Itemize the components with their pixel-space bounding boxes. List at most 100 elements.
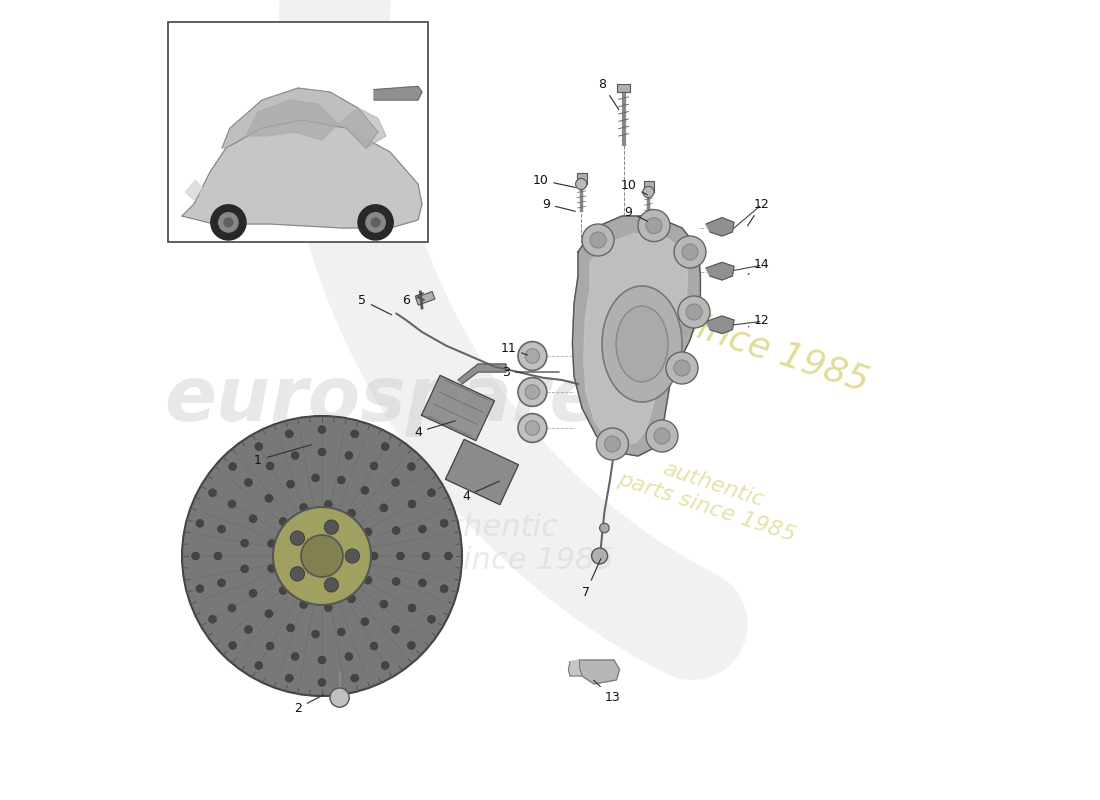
Circle shape [370, 462, 378, 470]
Circle shape [428, 615, 436, 623]
Text: 6: 6 [403, 293, 424, 306]
Text: eurospares: eurospares [165, 363, 648, 437]
Circle shape [191, 552, 199, 560]
Circle shape [318, 678, 326, 686]
Circle shape [392, 478, 399, 486]
Circle shape [348, 594, 355, 602]
Text: 10: 10 [620, 179, 648, 194]
Circle shape [592, 548, 607, 564]
Polygon shape [374, 86, 422, 100]
Circle shape [292, 451, 299, 459]
Text: 14: 14 [748, 258, 770, 274]
Circle shape [285, 430, 294, 438]
Circle shape [241, 565, 249, 573]
Circle shape [646, 420, 678, 452]
Polygon shape [182, 120, 422, 228]
Circle shape [318, 448, 326, 456]
Text: 2: 2 [294, 695, 323, 714]
Circle shape [358, 205, 393, 240]
Polygon shape [569, 660, 582, 676]
Text: 11: 11 [500, 342, 527, 355]
Circle shape [351, 674, 359, 682]
Circle shape [422, 552, 430, 560]
Text: authentic
parts since 1985: authentic parts since 1985 [615, 446, 805, 546]
Circle shape [407, 462, 416, 470]
Circle shape [324, 500, 332, 508]
Circle shape [393, 578, 400, 586]
Circle shape [292, 653, 299, 661]
Circle shape [361, 618, 368, 626]
Circle shape [525, 421, 540, 435]
Circle shape [370, 642, 378, 650]
Bar [645, 181, 654, 192]
Circle shape [654, 428, 670, 444]
Circle shape [351, 430, 359, 438]
Circle shape [338, 628, 345, 636]
Circle shape [318, 656, 326, 664]
Circle shape [286, 624, 295, 632]
Text: 12: 12 [748, 198, 770, 226]
Circle shape [285, 674, 294, 682]
Circle shape [279, 586, 287, 594]
Circle shape [408, 500, 416, 508]
Circle shape [418, 579, 427, 587]
Circle shape [392, 626, 399, 634]
Circle shape [244, 478, 253, 486]
Circle shape [646, 218, 662, 234]
Circle shape [286, 480, 295, 488]
Polygon shape [222, 88, 378, 148]
Polygon shape [458, 364, 506, 384]
Circle shape [666, 352, 698, 384]
Circle shape [518, 414, 547, 442]
Circle shape [182, 416, 462, 696]
Circle shape [219, 213, 238, 232]
Text: 12: 12 [748, 314, 770, 326]
Circle shape [518, 378, 547, 406]
Circle shape [382, 442, 389, 450]
Circle shape [214, 552, 222, 560]
Circle shape [265, 610, 273, 618]
Polygon shape [338, 108, 386, 148]
Circle shape [642, 186, 654, 198]
Circle shape [209, 489, 217, 497]
Circle shape [249, 514, 257, 522]
Circle shape [440, 519, 448, 527]
Circle shape [228, 604, 235, 612]
Circle shape [241, 539, 249, 547]
Circle shape [345, 653, 353, 661]
Text: 5: 5 [358, 294, 392, 314]
Circle shape [290, 566, 305, 581]
Circle shape [396, 552, 405, 560]
Circle shape [408, 604, 416, 612]
Circle shape [209, 615, 217, 623]
Polygon shape [706, 218, 734, 236]
Circle shape [418, 525, 427, 533]
Text: 9: 9 [542, 198, 575, 211]
Circle shape [228, 500, 235, 508]
Circle shape [582, 224, 614, 256]
Polygon shape [246, 100, 338, 140]
Circle shape [244, 626, 253, 634]
Circle shape [211, 205, 246, 240]
Circle shape [266, 642, 274, 650]
Circle shape [279, 518, 287, 526]
Text: 1: 1 [254, 445, 311, 466]
Circle shape [229, 462, 236, 470]
Polygon shape [706, 262, 734, 280]
Circle shape [407, 642, 416, 650]
Ellipse shape [616, 306, 668, 382]
Circle shape [428, 489, 436, 497]
Bar [617, 84, 630, 92]
Circle shape [518, 342, 547, 370]
Circle shape [590, 232, 606, 248]
Text: 13: 13 [594, 680, 620, 704]
Circle shape [299, 503, 308, 511]
Circle shape [324, 604, 332, 612]
Text: 10: 10 [532, 174, 575, 187]
Circle shape [686, 304, 702, 320]
Circle shape [345, 451, 353, 459]
Bar [578, 173, 586, 184]
Ellipse shape [602, 286, 682, 402]
Text: 7: 7 [582, 558, 601, 598]
Circle shape [364, 528, 372, 536]
